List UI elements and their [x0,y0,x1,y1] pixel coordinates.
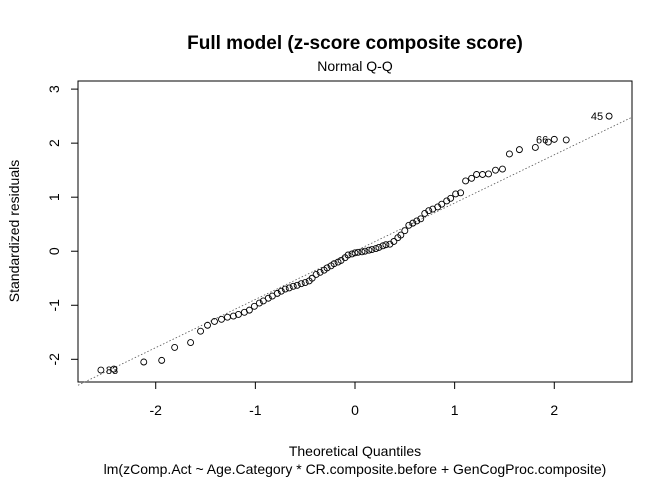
data-point [97,366,105,374]
data-point [273,289,281,297]
data-point [330,260,338,268]
data-point [390,238,398,245]
data-point [447,194,455,202]
data-point [505,150,513,158]
data-point [358,248,366,256]
y-tick-label: 1 [46,193,62,201]
x-tick-label: 0 [351,402,359,418]
y-tick-label: 3 [46,85,62,93]
data-point [316,268,324,276]
data-point [224,313,231,321]
chart-subtitle: Normal Q-Q [317,58,393,74]
y-tick-label: 2 [46,139,62,147]
data-point [312,271,320,278]
data-point [405,221,413,229]
data-point [234,311,242,318]
data-point [255,299,263,307]
reference-line-group [77,116,633,386]
data-point [354,248,362,256]
data-point [492,166,499,174]
data-point [372,245,380,252]
data-point [297,280,305,288]
data-point [187,339,195,347]
x-axis-caption: lm(zComp.Act ~ Age.Category * CR.composi… [104,461,607,477]
data-point [158,356,166,364]
data-point [211,318,218,325]
chart-title: Full model (z-score composite score) [187,33,523,54]
data-point [462,177,470,185]
y-tick-label: 0 [46,247,62,255]
x-tick-label: -1 [249,402,262,418]
plot-frame [77,80,633,383]
data-point [140,358,148,366]
data-point [397,231,405,239]
data-point [281,285,289,293]
data-point [409,219,417,227]
data-point [413,217,421,225]
data-point [293,281,301,289]
data-point [473,171,481,178]
data-point [479,171,486,178]
y-tick-label: -2 [46,353,62,366]
data-point [301,279,309,287]
x-tick-label: -2 [149,402,162,418]
data-point [277,287,285,295]
data-point [457,189,465,197]
point-label: 45 [591,111,603,123]
data-point [218,315,225,323]
point-label: 83 [106,365,118,377]
data-point [382,241,390,249]
y-axis-title: Standardized residuals [6,160,22,302]
data-point [264,294,272,302]
data-point [285,284,293,292]
y-tick-label: -1 [46,299,62,312]
data-point [485,170,492,178]
x-tick-label: 2 [550,402,558,418]
data-point [245,306,253,314]
data-point [289,282,297,290]
data-point [365,246,373,254]
data-point [361,247,369,255]
data-point [550,135,558,143]
data-point [438,200,446,208]
data-point [468,174,476,182]
data-point [351,249,359,257]
data-point [229,312,237,320]
data-point [605,112,613,120]
data-point [110,365,118,373]
data-point [375,243,383,251]
data-point [171,343,179,351]
data-point [425,207,433,215]
x-axis-title: Theoretical Quantiles [289,443,421,459]
point-labels: 45 66 83 [106,111,603,377]
data-point [452,190,460,198]
data-point [308,274,316,282]
qq-reference-line [77,116,633,386]
data-point [197,327,205,335]
data-point [368,246,376,254]
data-point [379,242,387,250]
x-tick-label: 1 [451,402,459,418]
y-axis: -2 -1 0 1 2 3 [46,85,79,366]
data-point [250,302,258,310]
data-point [204,321,211,329]
data-point [499,165,506,173]
data-point [531,144,539,151]
data-point [515,146,523,154]
data-point [401,227,409,235]
data-point [417,215,425,223]
x-axis: -2 -1 0 1 2 [149,381,558,418]
data-point [323,264,331,272]
point-label: 66 [536,134,548,146]
data-points [97,112,613,374]
data-point [344,251,352,259]
data-point [544,138,552,146]
data-point [562,136,570,144]
